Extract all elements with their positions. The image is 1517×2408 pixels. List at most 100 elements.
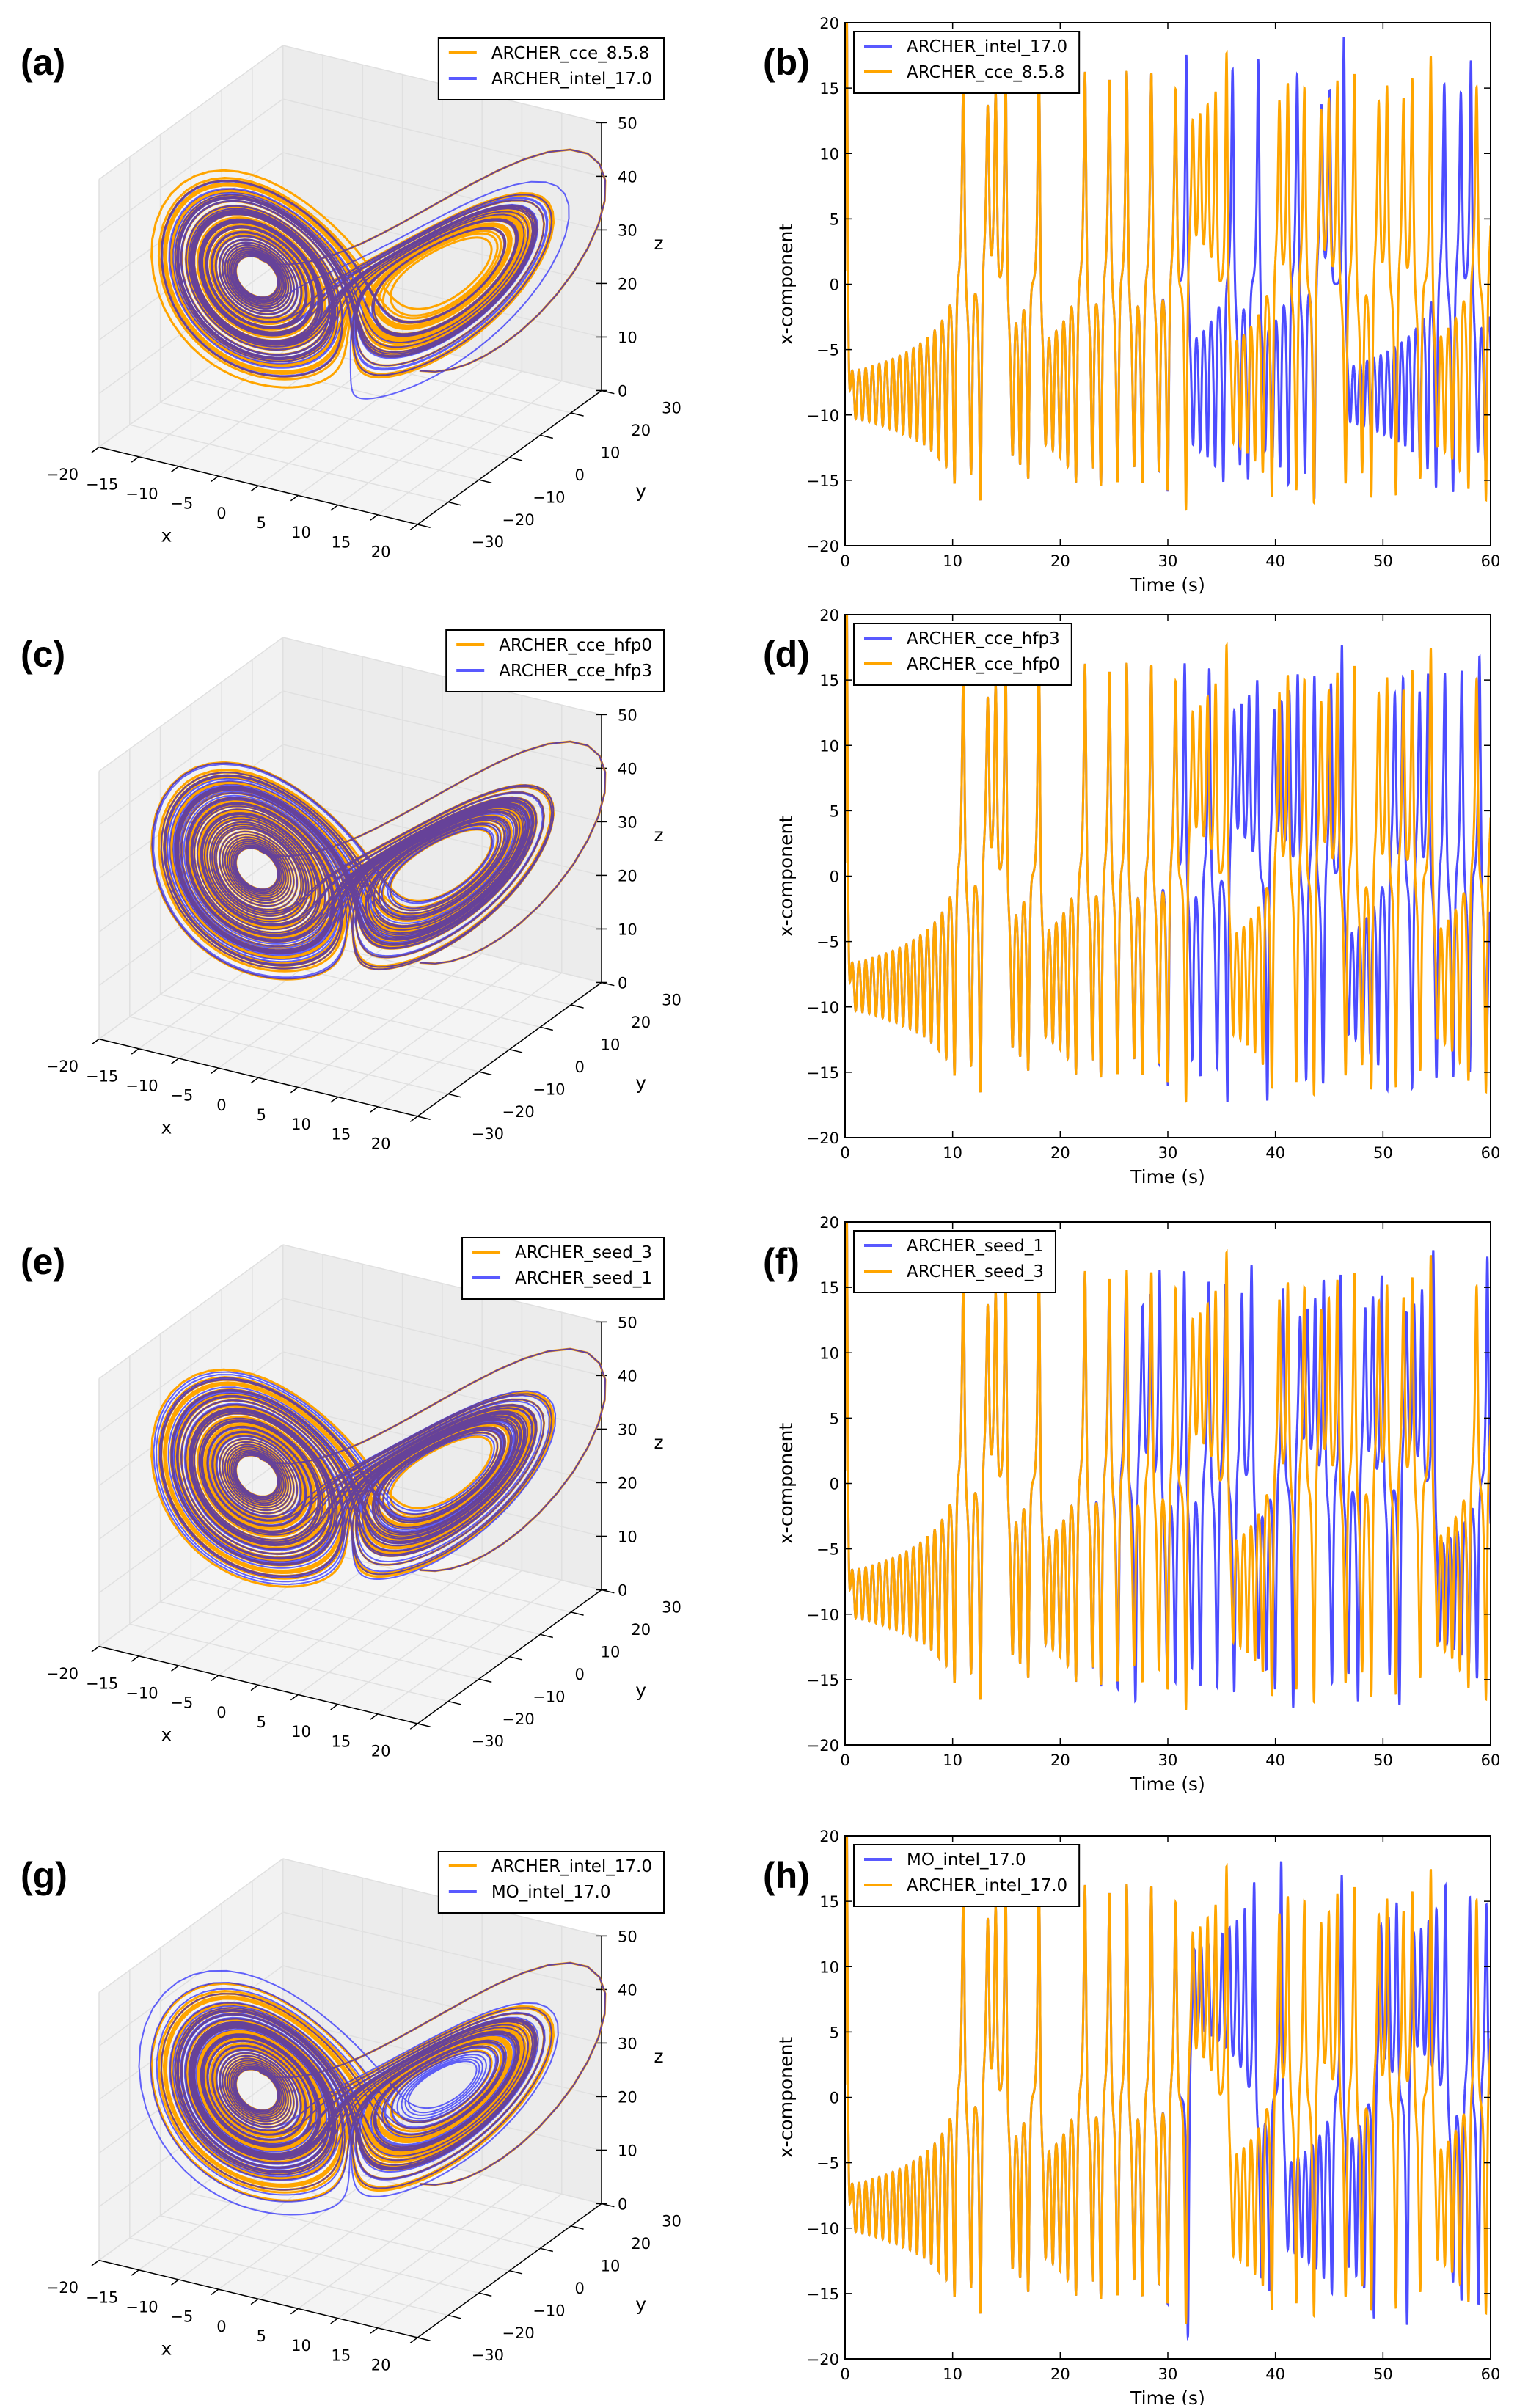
gridline [160, 994, 480, 1072]
legend-box [853, 31, 1081, 94]
x-tick-label: 10 [943, 552, 962, 570]
legend-label: ARCHER_intel_17.0 [491, 70, 652, 89]
gridline [160, 1601, 480, 1680]
x-tick-label: 5 [257, 514, 266, 532]
x-tick [171, 2279, 180, 2286]
gridline [98, 690, 284, 826]
y-tick-label: 5 [830, 2024, 839, 2041]
x-tick-label: 20 [1050, 552, 1070, 570]
gridline [282, 152, 602, 231]
y-axis-label: x-component [775, 224, 797, 345]
x-tick-label: −15 [86, 1675, 118, 1692]
gridline [282, 98, 602, 178]
y-tick-label: 5 [830, 211, 839, 228]
panel-e: (e)−20−15−10−505101520−30−20−10010203001… [21, 1237, 681, 1760]
x-tick-label: 0 [840, 2365, 849, 2383]
y-tick-label: 20 [819, 1828, 839, 1845]
z-axis-label: z [654, 1432, 663, 1453]
z-tick-label: 0 [618, 974, 627, 992]
gridline [282, 637, 602, 716]
x-tick-label: −20 [46, 1058, 78, 1075]
panel-label: (f) [763, 1241, 800, 1282]
y-axis-label: y [635, 480, 646, 502]
y-tick-label: 0 [574, 1666, 584, 1683]
x-tick [370, 514, 379, 521]
y-tick [571, 1004, 584, 1009]
x-tick-label: 0 [216, 505, 226, 522]
y-tick-label: −30 [472, 533, 504, 551]
z-tick-label: 0 [618, 2195, 627, 2213]
y-tick-label: 20 [819, 1214, 839, 1232]
x-tick-label: 5 [257, 1106, 266, 1124]
x-tick-label: 60 [1481, 552, 1501, 570]
x-tick-label: 20 [371, 544, 391, 561]
x-tick-label: 0 [216, 2318, 226, 2335]
panel-c: (c)−20−15−10−505101520−30−20−10010203001… [21, 629, 681, 1153]
x-tick-label: 20 [1050, 1752, 1070, 1769]
y-tick [417, 2337, 431, 2341]
y-tick [509, 457, 523, 461]
y-axis-label: x-component [775, 2037, 797, 2158]
x-tick-label: −5 [170, 2308, 193, 2326]
gridline [160, 2215, 480, 2294]
y-tick-label: −15 [807, 2286, 839, 2303]
panel-label: (e) [21, 1241, 65, 1282]
gridline [282, 1244, 602, 1323]
legend-box [853, 1844, 1081, 1907]
z-tick-label: 30 [618, 2035, 637, 2052]
legend-label: ARCHER_cce_hfp0 [907, 655, 1060, 674]
y-tick [478, 479, 492, 484]
panel-label: (b) [763, 42, 810, 83]
x-tick [211, 2288, 219, 2296]
x-tick [370, 2327, 379, 2334]
y-tick-label: 15 [819, 1893, 839, 1911]
x-tick [330, 505, 339, 511]
y-tick-label: 0 [574, 2280, 584, 2297]
x-tick-label: 30 [1158, 1752, 1178, 1769]
z-tick-label: 40 [618, 760, 637, 777]
x-tick [370, 1106, 379, 1113]
y-tick-label: −5 [816, 2155, 839, 2173]
x-axis-label: Time (s) [1130, 1166, 1205, 1187]
gridline [98, 637, 284, 772]
y-tick-label: 20 [631, 1014, 651, 1031]
y-tick-label: 10 [601, 1036, 621, 1053]
y-tick-label: 30 [662, 2213, 681, 2230]
x-tick-label: 30 [1158, 2365, 1178, 2383]
y-tick-label: 5 [830, 802, 839, 820]
z-tick-label: 50 [618, 114, 637, 132]
gridline [98, 1858, 284, 1994]
x-tick-label: 60 [1481, 2365, 1501, 2383]
x-tick-label: 60 [1481, 1144, 1501, 1162]
legend: ARCHER_seed_3 ARCHER_seed_1 [461, 1237, 665, 1300]
gridline [98, 312, 284, 448]
x-tick [290, 494, 299, 502]
y-tick-label: 10 [819, 737, 839, 755]
y-tick [417, 1723, 431, 1727]
y-tick-label: −15 [807, 472, 839, 490]
y-axis-label: y [635, 2294, 646, 2315]
gridline [191, 1578, 510, 1658]
y-tick [540, 434, 553, 439]
y-tick-label: 30 [662, 1599, 681, 1617]
legend-label: MO_intel_17.0 [491, 1883, 611, 1902]
legend: ARCHER_seed_1 ARCHER_seed_3 [853, 1230, 1056, 1293]
x-tick-label: −10 [125, 2298, 158, 2316]
series-line-MO_intel_17.0 [138, 1962, 606, 2216]
legend-label: ARCHER_cce_8.5.8 [491, 44, 649, 63]
x-axis-label: Time (s) [1130, 574, 1205, 596]
y-tick [509, 1656, 523, 1661]
panel-d: (d) 0 10 20 30 40 50 60 −20 −15 −10 −5 0 5 10 15 20 Time … [763, 607, 1501, 1187]
series-line-ARCHER_seed_3 [845, 1222, 1491, 1710]
gridline [282, 1298, 602, 1377]
gridline [98, 1911, 284, 2047]
x-tick [409, 2337, 418, 2343]
gridline [98, 1244, 284, 1380]
x-tick-label: 10 [291, 2337, 311, 2354]
z-tick-label: 20 [618, 275, 637, 293]
x-tick [330, 1097, 339, 1103]
x-tick-label: 20 [371, 1135, 391, 1153]
y-tick-label: −30 [472, 2346, 504, 2364]
legend-box [461, 1237, 665, 1300]
y-tick-label: −15 [807, 1672, 839, 1689]
